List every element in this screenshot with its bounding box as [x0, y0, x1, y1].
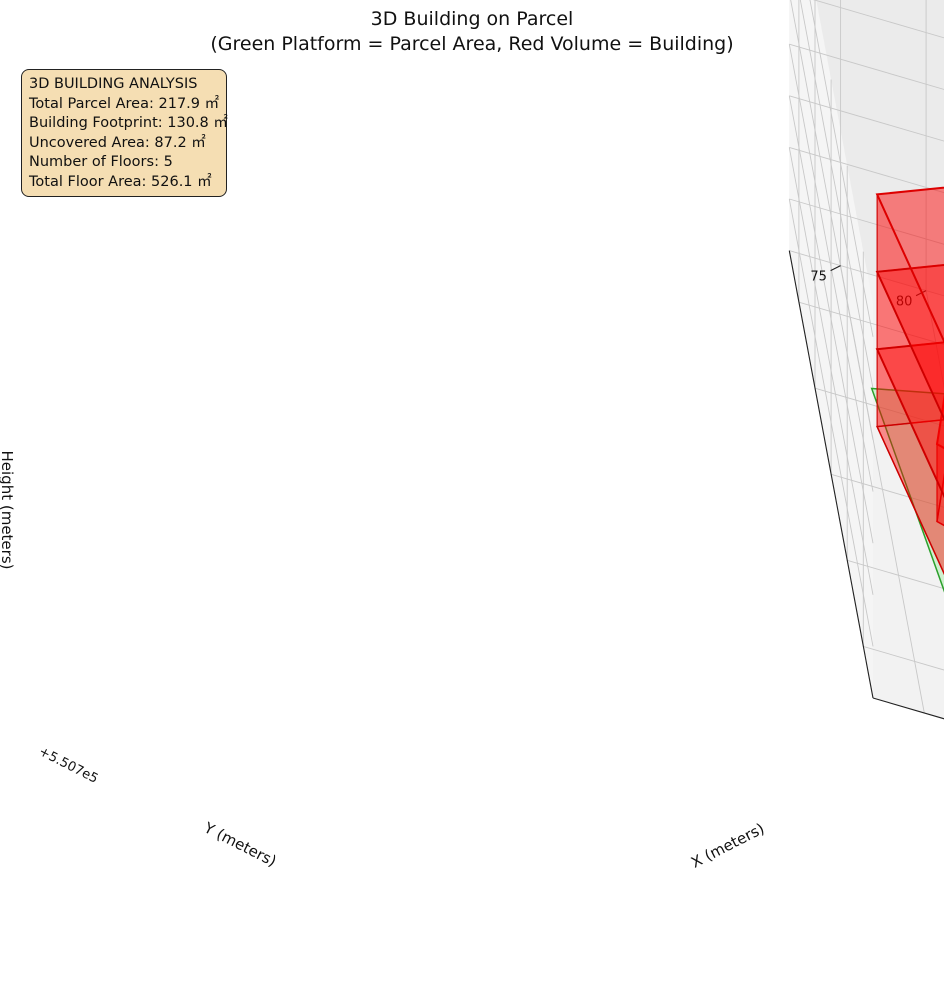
info-total-parcel-area: Total Parcel Area: 217.9 ㎡: [29, 95, 220, 112]
x-axis-label: X (meters): [688, 819, 767, 871]
grid-line: [925, 290, 944, 389]
info-total-floor-area: Total Floor Area: 526.1 ㎡: [29, 173, 212, 190]
info-building-footprint: Building Footprint: 130.8 ㎡: [29, 115, 228, 132]
grid-line: [798, 301, 944, 346]
grid-line: [847, 559, 944, 590]
info-uncovered-area: Uncovered Area: 87.2 ㎡: [29, 134, 206, 151]
grid-line: [788, 95, 874, 544]
chart-title-line1: 3D Building on Parcel: [371, 8, 574, 30]
grid-line: [789, 198, 944, 245]
y-tick-label: 75: [810, 270, 827, 285]
x-axis-line: [872, 697, 944, 720]
grid-line: [789, 43, 944, 90]
grid-line: [814, 387, 944, 427]
floor-top-face: [935, 393, 944, 450]
info-heading: 3D BUILDING ANALYSIS: [29, 76, 198, 92]
building-floor-4: [875, 186, 944, 421]
building-floor-1: [935, 393, 944, 527]
y-offset-label: +5.507e5: [36, 744, 100, 787]
grid-line: [789, 250, 944, 297]
grid-line: [863, 645, 944, 671]
grid-line: [789, 146, 944, 194]
y-axis-label: Y (meters): [200, 818, 279, 870]
x-axis-line: [788, 250, 874, 699]
grid-line: [788, 198, 874, 647]
parcel-platform: [870, 387, 944, 593]
info-number-of-floors: Number of Floors: 5: [29, 154, 173, 171]
y-tick-label: 80: [896, 295, 913, 310]
y-tick-mark: [830, 265, 841, 272]
grid-line: [788, 147, 874, 595]
grid-line: [813, 0, 944, 39]
plot-surfaces: [870, 186, 944, 593]
grid-line: [799, 0, 874, 389]
grid-line: [830, 473, 944, 508]
floor-bottom-face: [936, 472, 944, 527]
chart-title-line2: (Green Platform = Parcel Area, Red Volum…: [210, 33, 733, 55]
grid-line: [788, 44, 874, 492]
z-axis-label: Height (meters): [0, 451, 16, 570]
grid-line: [789, 95, 944, 142]
floor-top-face: [875, 186, 944, 344]
analysis-info-box: 3D BUILDING ANALYSIS Total Parcel Area: …: [21, 69, 228, 197]
grid-line: [809, 0, 874, 337]
grid-line: [790, 0, 874, 441]
